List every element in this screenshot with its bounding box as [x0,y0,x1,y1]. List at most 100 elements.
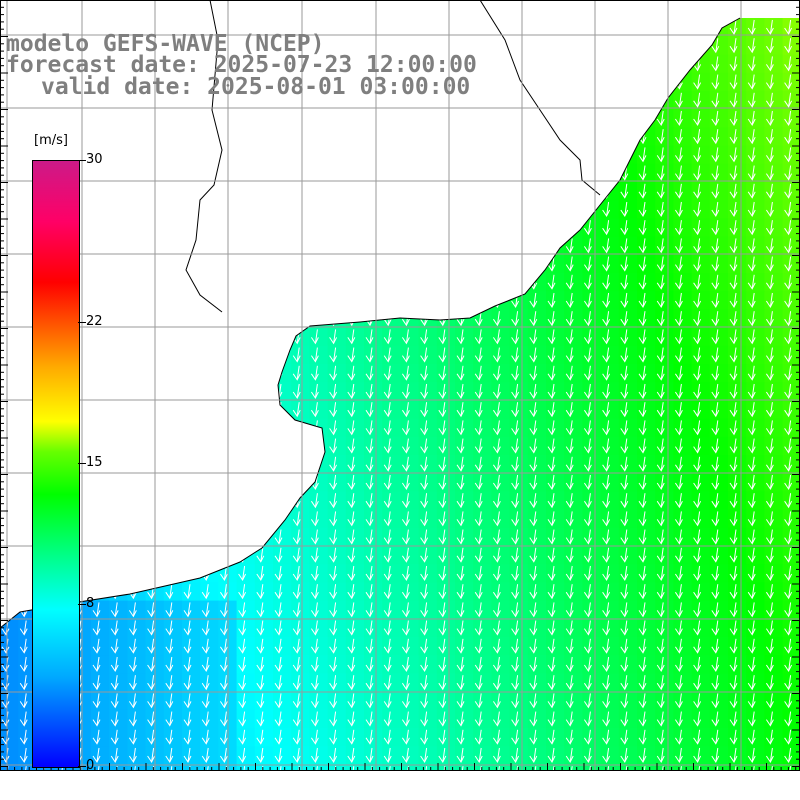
wind-cell [709,491,729,511]
wind-cell [637,273,656,292]
wind-cell [400,746,420,765]
wind-arrow [729,656,738,672]
wind-cell [746,236,765,256]
wind-arrow [511,602,520,618]
wind-arrow [765,256,774,272]
wind-cell [709,400,729,420]
wind-arrow [401,383,410,399]
wind-cell [709,218,729,238]
wind-cell [109,673,128,693]
wind-cell [709,546,729,565]
wind-cell [709,91,729,110]
wind-cell [655,418,674,438]
wind-cell [618,182,638,201]
wind-arrow [401,656,410,672]
wind-cell [455,564,474,583]
wind-arrow [547,584,556,600]
wind-cell [782,291,800,310]
wind-cell [782,145,800,165]
wind-arrow [474,383,483,399]
wind-cell [764,254,784,274]
wind-cell [473,582,492,602]
wind-arrow [620,584,629,600]
wind-cell [782,127,800,147]
wind-cell [491,637,511,656]
wind-arrow [274,638,283,654]
wind-arrow [365,402,374,418]
wind-cell [728,36,747,56]
wind-cell [400,655,420,674]
colorbar-unit: [m/s] [34,133,68,148]
wind-cell [182,655,201,674]
wind-arrow [474,329,483,345]
wind-cell [764,200,784,219]
wind-arrow [656,493,665,509]
wind-cell [782,637,800,656]
wind-arrow [383,675,392,691]
wind-arrow [729,711,738,727]
wind-cell [709,637,729,656]
wind-arrow [602,565,611,581]
wind-cell [691,673,711,693]
wind-arrow [310,529,319,545]
wind-arrow [401,529,410,545]
wind-cell [327,637,347,656]
wind-arrow [511,656,520,672]
wind-arrow [765,183,774,199]
wind-arrow [529,675,538,691]
wind-cell [509,473,529,492]
wind-cell [364,418,383,438]
wind-cell [91,655,110,674]
wind-arrow [547,274,556,290]
wind-cell [455,546,474,565]
wind-cell [273,764,292,771]
wind-cell [127,728,147,747]
wind-arrow [765,547,774,563]
wind-arrow [511,584,520,600]
wind-arrow [693,656,702,672]
wind-arrow [747,529,756,545]
wind-arrow [784,220,793,236]
wind-arrow [511,766,520,771]
wind-arrow [711,256,720,272]
wind-arrow [365,675,374,691]
wind-cell [236,655,256,674]
wind-cell [764,309,784,329]
wind-arrow [602,747,611,763]
wind-arrow [638,238,647,254]
wind-arrow [747,274,756,290]
wind-cell [764,364,784,383]
wind-arrow [274,584,283,600]
wind-cell [509,364,529,383]
wind-cell [782,18,800,37]
wind-cell [546,728,565,747]
wind-cell [200,582,219,602]
wind-cell [600,309,620,329]
wind-cell [728,72,747,92]
wind-cell [709,564,729,583]
wind-arrow [638,693,647,709]
wind-arrow [620,311,629,327]
wind-cell [746,418,765,438]
wind-arrow [529,602,538,618]
wind-arrow [747,329,756,345]
wind-arrow [347,474,356,490]
wind-arrow [674,747,683,763]
wind-cell [600,473,620,492]
wind-cell [564,291,583,310]
wind-cell [436,400,456,420]
wind-cell [618,582,638,602]
wind-cell [254,637,274,656]
wind-arrow [201,729,210,745]
wind-arrow [620,511,629,527]
wind-cell [728,564,747,583]
wind-arrow [438,347,447,363]
wind-arrow [128,638,137,654]
wind-arrow [492,620,501,636]
wind-arrow [620,565,629,581]
wind-cell [728,709,747,729]
wind-cell [509,382,529,401]
wind-cell [455,364,474,383]
wind-cell [691,418,711,438]
wind-arrow [183,656,192,672]
